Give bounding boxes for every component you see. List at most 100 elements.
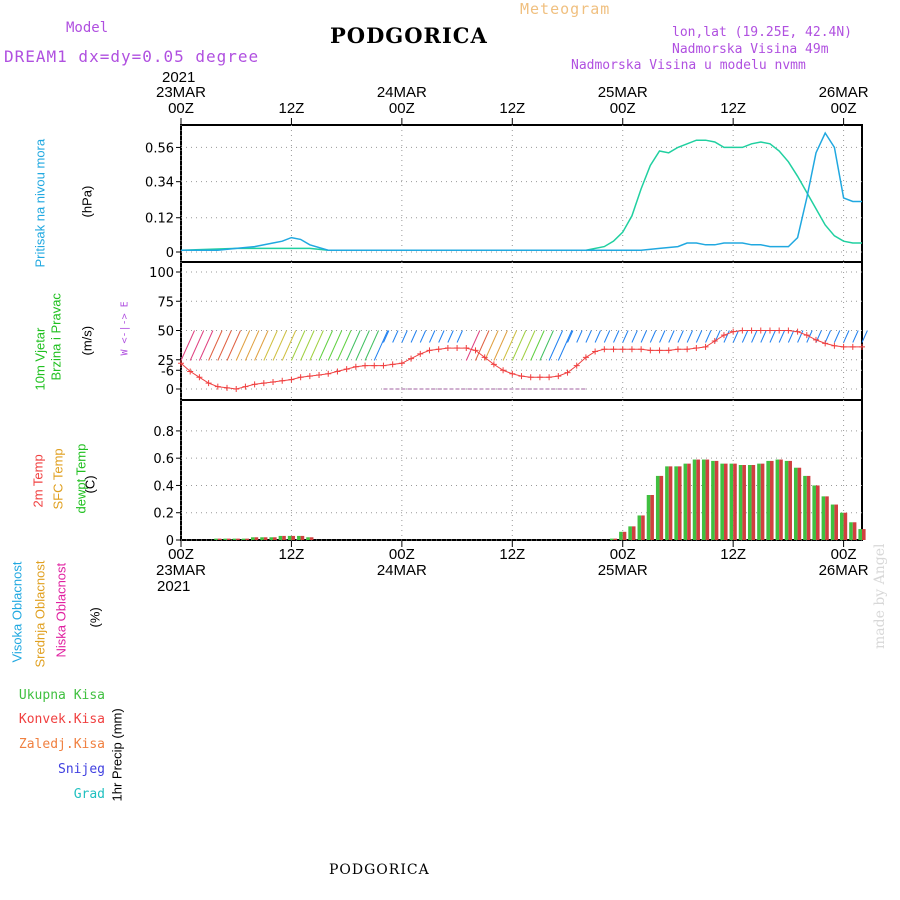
wind-arrow [751,330,758,343]
temperature-point [555,373,562,380]
wind-arrow [668,330,675,343]
wind-arrow [364,330,380,361]
wind-arrow [263,330,278,361]
wind-arrow [760,330,767,343]
wind-arrow [383,330,390,343]
wind-arrow [327,330,343,361]
temperature-point [490,361,497,368]
top-year-label: 2021 [162,69,196,86]
precip-bar-total [738,465,743,540]
precip-y-tick-label: 0.6 [153,452,174,467]
wind-arrow [318,330,333,361]
wind-arrow [797,330,804,343]
precip-bar-total [701,459,706,540]
wind-y-tick-label: 25 [157,354,174,369]
temperature-point [776,327,783,334]
temperature-point [389,361,396,368]
wind-arrow [861,330,868,343]
wind-arrow [695,330,703,343]
precip-bar-total [628,526,632,540]
precip-bar-conv [622,531,627,540]
temperature-point [316,371,323,378]
pressure-series-line [181,131,862,251]
temperature-point [325,370,332,377]
wind-arrow [475,330,490,361]
wind-arrow [521,330,536,361]
temperature-point [785,327,792,334]
precip-bar-conv [300,535,305,540]
wind-arrow [244,330,260,361]
temperature-point [509,370,516,377]
wind-arrow [585,330,592,343]
bottom-date-label: 23MAR [155,562,207,579]
pressure-y-tick-label: 0.56 [145,141,174,156]
wind-arrow [723,330,730,343]
wind-arrow [603,330,611,343]
temperature-point [573,362,580,369]
model-name: DREAM1 dx=dy=0.05 degree [4,47,260,66]
wind-arrow [677,330,684,343]
precip-bar-total [830,504,835,540]
pressure-y-tick-label: 0 [166,246,174,261]
temperature-point [564,369,571,376]
wind-arrow [622,330,629,343]
precip-bar-conv [291,535,296,540]
temperature-point [435,346,442,353]
precip-bar-total [306,537,310,540]
temperature-point [803,332,810,339]
top-hour-label: 12Z [278,100,305,117]
wind-arrow [281,330,297,361]
precip-bar-total [784,460,789,540]
wind-arrow [392,330,399,343]
precip-bar-total [803,475,807,540]
wind-arrow [300,330,315,361]
wind-arrow [346,330,361,361]
precip-y-tick-label: 0.8 [153,425,174,440]
temperature-point [417,350,424,357]
wind-arrow [493,330,508,361]
precip-frozen-label: Zaledj.Kisa [18,737,105,752]
precip-bar-total [757,463,761,540]
wind-arrow [180,330,195,361]
temperature-point [463,345,470,352]
precip-bar-conv [641,515,645,540]
temperature-point [224,384,231,391]
temperature-point [619,346,626,353]
wind-arrow [355,330,370,361]
temperature-point [343,366,350,373]
temperature-point [822,340,829,347]
wind-arrow [189,330,205,361]
precip-bar-total [297,535,301,540]
wind-arrow [502,330,518,361]
wind-arrow [429,330,436,343]
precip-bar-conv [760,463,765,540]
temperature-point [472,347,479,354]
temperature-point [444,345,451,352]
wind-arrow [447,330,454,343]
station-elevation: Nadmorska Visina 49m [672,42,829,57]
precip-y-tick-label: 0 [166,534,174,549]
bottom-hour-label: 12Z [720,546,747,563]
temperature-point [684,346,691,353]
wind-arrow [254,330,269,361]
temperature-point [831,342,838,349]
precip-bar-conv [834,504,838,540]
wind-arrow [465,330,481,361]
model-label: Model [66,20,109,36]
pressure-y-tick-label: 0.34 [145,176,174,191]
model-elevation: Nadmorska Visina u modelu nvmm [571,58,806,73]
top-hour-label: 00Z [830,100,857,117]
temperature-point [205,380,212,387]
temperature-point [352,363,359,370]
wind-arrow [226,330,241,361]
precip-bar-conv [714,460,719,540]
temperature-point [233,386,240,392]
top-hour-label: 12Z [499,100,526,117]
temperature-point [536,374,543,381]
wind-arrow [613,330,620,343]
bottom-hour-label: 00Z [168,546,194,563]
precip-bar-total [793,467,798,540]
precip-bar-conv [723,463,728,540]
precip-hail-label: Grad [73,787,105,802]
